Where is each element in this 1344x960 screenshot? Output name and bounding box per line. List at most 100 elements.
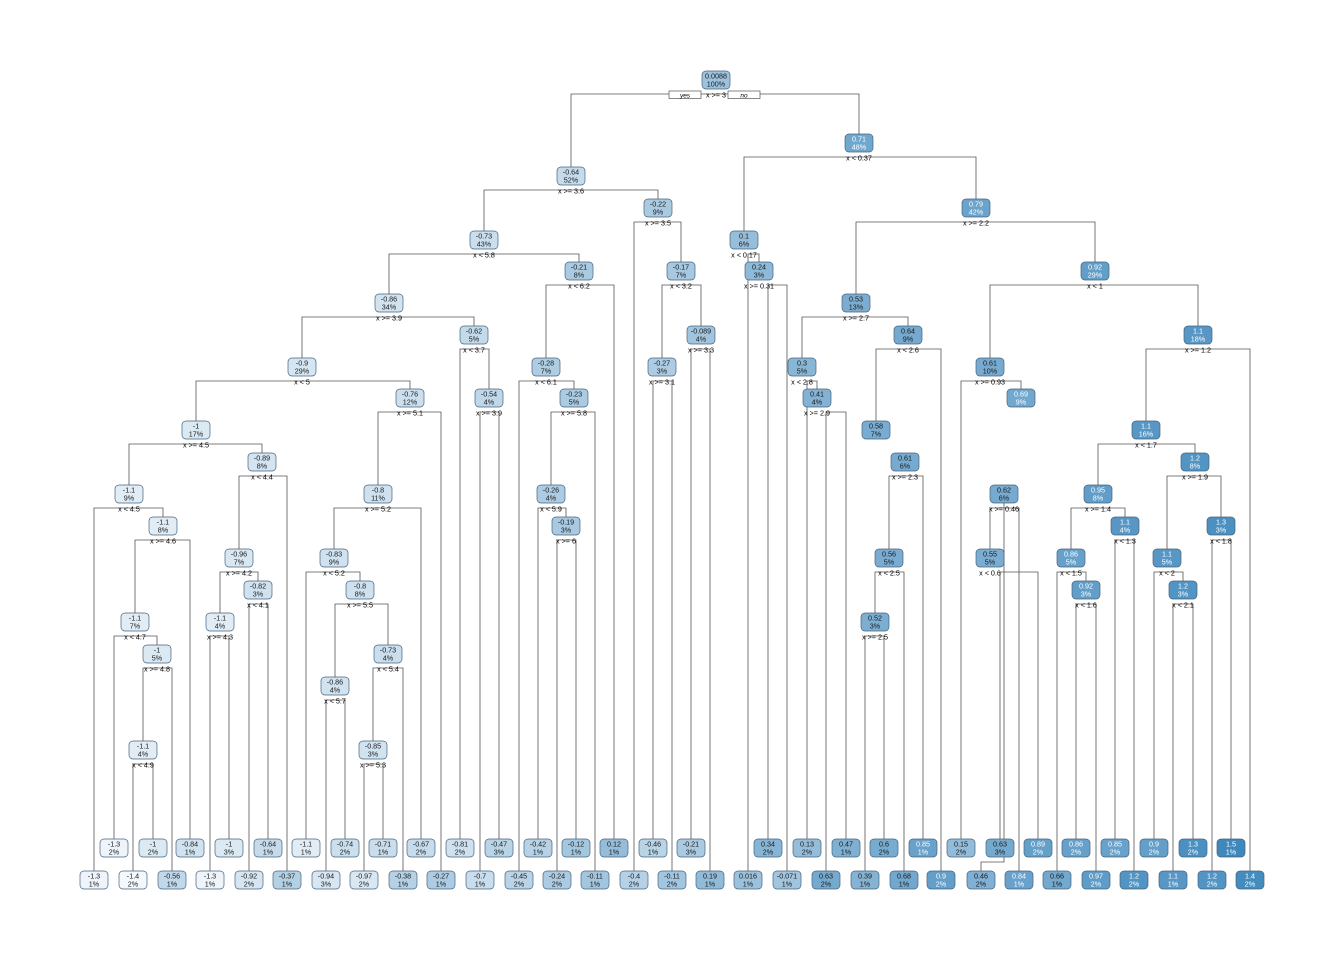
node-value-59: 0.9 [936, 872, 946, 881]
node-percent-261: 3% [253, 590, 264, 599]
tree-node-61: 0.699% [1006, 388, 1036, 408]
node-box-32 [181, 420, 211, 440]
split-label-node-28: x < 2.8 [791, 378, 813, 387]
node-value-928: 0.39 [858, 872, 872, 881]
node-value-1061: -0.74 [337, 840, 353, 849]
node-percent-522: 2% [244, 880, 255, 889]
edge-node-33 [377, 411, 442, 871]
node-value-124: 0.95 [1091, 486, 1105, 495]
node-value-31: 1.1 [1193, 327, 1203, 336]
edge-node-232 [874, 571, 905, 871]
node-box-298 [542, 870, 572, 890]
tree-node-465: 0.681% [889, 870, 919, 890]
node-box-498 [1100, 838, 1130, 858]
node-box-501 [1168, 580, 1198, 600]
node-box-57 [802, 388, 832, 408]
node-box-233 [908, 838, 938, 858]
split-label-node-1062: x >= 5.3 [360, 761, 386, 770]
tree-node-5: -0.229% [643, 198, 673, 218]
yes-label: yes [679, 92, 691, 99]
tree-node-56: 0.132% [792, 838, 822, 858]
node-value-70: -0.7 [474, 872, 486, 881]
node-value-1002: 1.1 [1168, 872, 1178, 881]
node-percent-131: 1% [282, 880, 293, 889]
node-value-242: 0.55 [983, 550, 997, 559]
node-box-1 [701, 70, 731, 90]
tree-node-496: 0.661% [1042, 870, 1072, 890]
node-percent-499: 2% [1129, 880, 1140, 889]
node-value-249: 1.1 [1120, 518, 1130, 527]
node-percent-1034: 4% [138, 750, 149, 759]
node-value-63: 1.4 [1245, 872, 1255, 881]
node-percent-120: 2% [976, 880, 987, 889]
node-value-14: 0.53 [849, 295, 863, 304]
edge-node-116 [888, 475, 924, 839]
node-percent-10: 2% [629, 880, 640, 889]
tree-node-18: -0.287% [531, 357, 561, 377]
split-label-node-1034: x < 4.9 [132, 761, 154, 770]
node-box-26 [772, 870, 802, 890]
split-label-node-74: x < 5.9 [540, 505, 562, 514]
node-value-10: -0.4 [628, 872, 640, 881]
node-value-33: -0.76 [402, 390, 418, 399]
node-value-27: 0.34 [761, 840, 775, 849]
node-box-517 [142, 644, 172, 664]
node-value-2125: -0.71 [375, 840, 391, 849]
split-label-node-17: x < 3.7 [463, 346, 485, 355]
node-value-929: 0.6 [879, 840, 889, 849]
node-percent-129: 8% [158, 526, 169, 535]
edge-node-464 [864, 635, 885, 871]
node-value-36: -0.45 [511, 872, 527, 881]
node-percent-1002: 1% [1168, 880, 1179, 889]
node-value-114: 0.63 [819, 872, 833, 881]
tree-node-520: -1.31% [195, 870, 225, 890]
node-box-45 [657, 870, 687, 890]
split-label-node-129: x >= 4.6 [150, 537, 176, 546]
node-percent-23: 4% [696, 335, 707, 344]
node-percent-8: 34% [382, 303, 397, 312]
node-value-15: 0.92 [1088, 263, 1102, 272]
node-value-500: 0.9 [1149, 840, 1159, 849]
node-value-299: -0.12 [568, 840, 584, 849]
tree-node-531: -0.734% [373, 644, 403, 664]
node-percent-928: 1% [860, 880, 871, 889]
edge-node-260 [209, 635, 230, 871]
node-value-232: 0.56 [882, 550, 896, 559]
node-percent-31: 18% [1191, 335, 1206, 344]
node-value-22: -0.27 [654, 359, 670, 368]
node-percent-465: 1% [899, 880, 910, 889]
node-value-67: -0.27 [433, 872, 449, 881]
split-label-node-250: x < 2 [1159, 569, 1175, 578]
tree-node-484: 0.633% [985, 838, 1015, 858]
node-box-1034 [128, 740, 158, 760]
node-percent-260: 4% [215, 622, 226, 631]
yes-label-box [668, 90, 702, 99]
node-box-243 [1004, 870, 1034, 890]
tree-node-132: -0.839% [319, 548, 349, 568]
node-value-516: -1.3 [108, 840, 120, 849]
split-label-node-497: x < 1.6 [1075, 601, 1097, 610]
edge-node-149 [556, 539, 577, 871]
tree-node-233: 0.851% [908, 838, 938, 858]
tree-node-530: -0.864% [320, 676, 350, 696]
node-percent-3: 48% [852, 143, 867, 152]
node-percent-2125: 1% [378, 848, 389, 857]
tree-node-261: -0.823% [243, 580, 273, 600]
node-percent-242: 5% [985, 558, 996, 567]
tree-node-6: 0.16% [729, 230, 759, 250]
node-percent-1061: 2% [340, 848, 351, 857]
node-percent-33: 12% [403, 398, 418, 407]
no-label-box [727, 90, 761, 99]
node-value-2124: -0.97 [356, 872, 372, 881]
edge-node-2 [483, 189, 659, 231]
node-box-11 [666, 261, 696, 281]
node-box-124 [1083, 484, 1113, 504]
tree-node-17: -0.625% [459, 325, 489, 345]
tree-node-130: -0.967% [224, 548, 254, 568]
tree-node-133: -0.672% [406, 838, 436, 858]
node-box-1060 [311, 870, 341, 890]
split-label-node-251: x < 1.8 [1210, 537, 1232, 546]
